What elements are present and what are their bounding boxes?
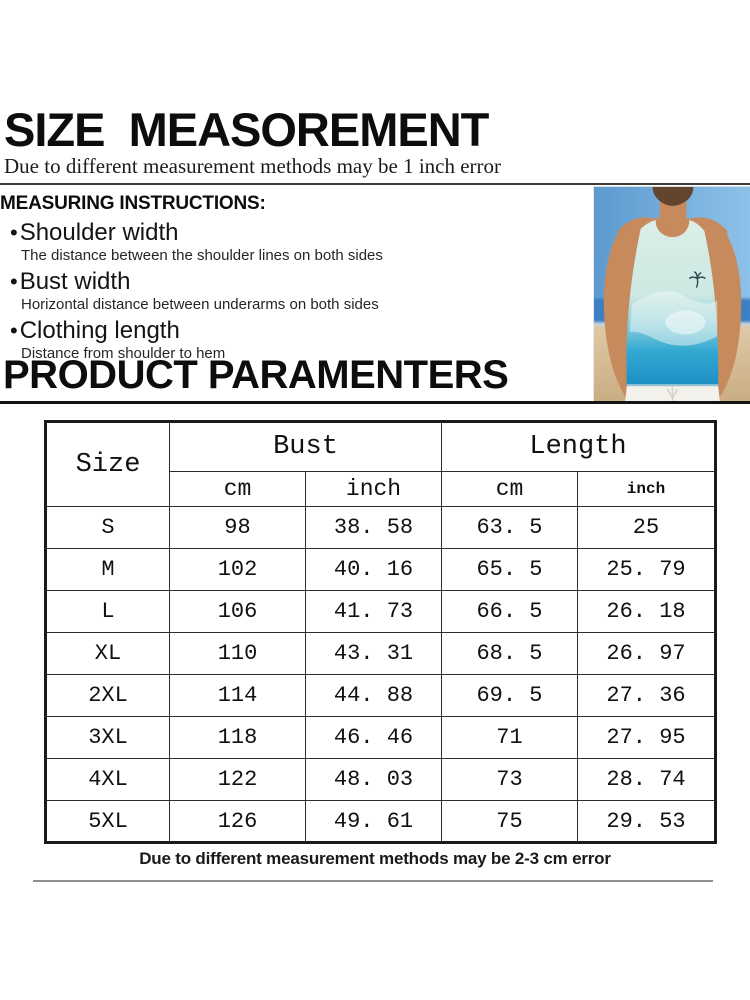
value-cell: 25 — [577, 506, 716, 549]
value-cell: 40. 16 — [305, 548, 442, 591]
palm-logo-icon — [688, 271, 706, 288]
size-chart-section: Size Bust Length cm inch cm inch S 98 38. … — [44, 420, 717, 844]
value-cell: 26. 97 — [577, 632, 716, 675]
value-cell: 65. 5 — [441, 548, 578, 591]
value-cell: 48. 03 — [305, 758, 442, 801]
unit-header-bust-inch: inch — [305, 471, 442, 507]
value-cell: 25. 79 — [577, 548, 716, 591]
instruction-description: Distance from shoulder to hem — [21, 345, 226, 362]
value-cell: 46. 46 — [305, 716, 442, 759]
table-row: M 102 40. 16 65. 5 25. 79 — [45, 548, 716, 591]
product-photo — [593, 186, 750, 404]
value-cell: 126 — [169, 800, 306, 843]
col-header-bust: Bust — [169, 421, 442, 472]
value-cell: 71 — [441, 716, 578, 759]
size-cell: L — [45, 590, 170, 633]
header-row-groups: Size Bust Length — [45, 421, 716, 507]
size-cell: 5XL — [45, 800, 170, 843]
instruction-description: Horizontal distance between underarms on… — [21, 296, 379, 313]
value-cell: 43. 31 — [305, 632, 442, 675]
subtitle-note: Due to different measurement methods may… — [4, 154, 502, 178]
instruction-description: The distance between the shoulder lines … — [21, 247, 383, 264]
measuring-instructions: MEASURING INSTRUCTIONS: •Shoulder width … — [0, 193, 580, 362]
value-cell: 27. 95 — [577, 716, 716, 759]
size-cell: 2XL — [45, 674, 170, 717]
table-row: S 98 38. 58 63. 5 25 — [45, 506, 716, 549]
instruction-item-shoulder: •Shoulder width The distance between the… — [0, 220, 580, 264]
model — [603, 187, 742, 404]
value-cell: 98 — [169, 506, 306, 549]
instructions-heading: MEASURING INSTRUCTIONS: — [0, 193, 266, 214]
value-cell: 73 — [441, 758, 578, 801]
size-cell: S — [45, 506, 170, 549]
value-cell: 106 — [169, 590, 306, 633]
value-cell: 118 — [169, 716, 306, 759]
value-cell: 28. 74 — [577, 758, 716, 801]
header-row-units: cm inch cm inch — [46, 471, 716, 507]
product-parameters-heading: PRODUCT PARAMENTERS — [3, 353, 509, 397]
unit-header-length-inch: inch — [577, 471, 716, 507]
instruction-label: Clothing length — [19, 317, 180, 344]
value-cell: 27. 36 — [577, 674, 716, 717]
value-cell: 102 — [169, 548, 306, 591]
value-cell: 41. 73 — [305, 590, 442, 633]
value-cell: 122 — [169, 758, 306, 801]
beach-model-illustration — [594, 187, 750, 404]
beard — [652, 187, 694, 206]
size-rows: S 98 38. 58 63. 5 25 M 102 40. 16 65. 5 25. 79 L 10… — [45, 506, 716, 843]
size-cell: XL — [45, 632, 170, 675]
bullet-icon: • — [10, 318, 18, 343]
value-cell: 29. 53 — [577, 800, 716, 843]
value-cell: 114 — [169, 674, 306, 717]
instruction-label: Shoulder width — [19, 219, 179, 246]
unit-header-length-cm: cm — [441, 471, 578, 507]
value-cell: 26. 18 — [577, 590, 716, 633]
value-cell: 44. 88 — [305, 674, 442, 717]
table-row: L 106 41. 73 66. 5 26. 18 — [45, 590, 716, 633]
value-cell: 69. 5 — [441, 674, 578, 717]
table-row: 4XL 122 48. 03 73 28. 74 — [45, 758, 716, 801]
bottom-divider — [33, 880, 713, 882]
col-header-size: Size — [45, 421, 170, 507]
bullet-icon: • — [10, 269, 18, 294]
table-row: XL 110 43. 31 68. 5 26. 97 — [45, 632, 716, 675]
size-cell: 4XL — [45, 758, 170, 801]
size-chart-table: Size Bust Length cm inch cm inch S 98 38. … — [44, 420, 717, 844]
col-header-length: Length — [441, 421, 716, 472]
table-row: 5XL 126 49. 61 75 29. 53 — [45, 800, 716, 843]
divider — [0, 183, 750, 185]
value-cell: 68. 5 — [441, 632, 578, 675]
footer-note: Due to different measurement methods may… — [139, 849, 611, 868]
value-cell: 66. 5 — [441, 590, 578, 633]
page-title: SIZE MEASOREMENT — [4, 103, 489, 156]
value-cell: 38. 58 — [305, 506, 442, 549]
instruction-item-length: •Clothing length Distance from shoulder … — [0, 318, 580, 362]
unit-header-bust-cm: cm — [169, 471, 306, 507]
table-row: 3XL 118 46. 46 71 27. 95 — [45, 716, 716, 759]
size-cell: M — [45, 548, 170, 591]
instruction-item-bust: •Bust width Horizontal distance between … — [0, 269, 580, 313]
bullet-icon: • — [10, 220, 18, 245]
size-cell: 3XL — [45, 716, 170, 759]
value-cell: 110 — [169, 632, 306, 675]
table-row: 2XL 114 44. 88 69. 5 27. 36 — [45, 674, 716, 717]
value-cell: 75 — [441, 800, 578, 843]
instruction-label: Bust width — [19, 268, 131, 295]
value-cell: 49. 61 — [305, 800, 442, 843]
value-cell: 63. 5 — [441, 506, 578, 549]
divider — [0, 401, 750, 404]
